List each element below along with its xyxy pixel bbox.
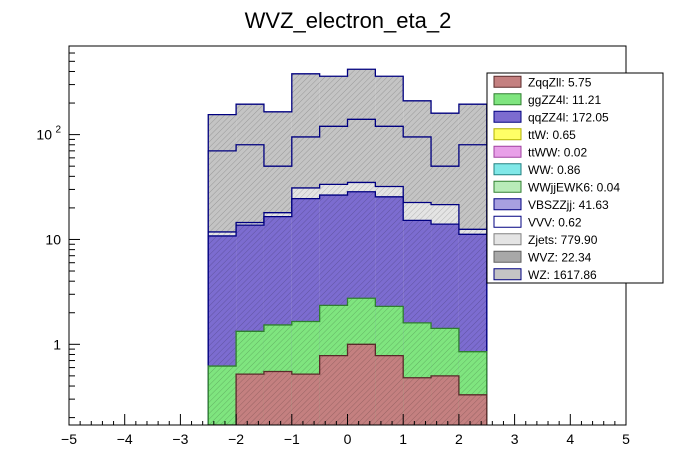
legend-swatch bbox=[493, 163, 522, 176]
legend-swatch bbox=[493, 215, 522, 228]
legend-swatch bbox=[493, 145, 522, 158]
x-tick-label: 4 bbox=[566, 431, 574, 447]
x-axis: −5 −4 −3 −2 −1 0 1 2 3 4 5 bbox=[61, 414, 630, 447]
legend-label: WVZ: 22.34 bbox=[528, 250, 592, 264]
legend-entry: WW: 0.86 bbox=[493, 163, 581, 177]
histogram-stack bbox=[207, 68, 488, 425]
legend-entry: WWjjEWK6: 0.04 bbox=[493, 180, 620, 194]
series-zqqzll bbox=[208, 343, 488, 425]
y-tick-exponent: 2 bbox=[55, 125, 61, 136]
legend-label: WW: 0.86 bbox=[528, 163, 581, 177]
bar-hatch bbox=[208, 366, 237, 425]
chart-title: WVZ_electron_eta_2 bbox=[245, 8, 452, 33]
legend-label: qqZZ4l: 172.05 bbox=[528, 110, 609, 124]
bar-hatch bbox=[236, 374, 264, 425]
legend-swatch bbox=[493, 75, 522, 88]
series-outline bbox=[207, 181, 488, 425]
x-tick-label: −3 bbox=[172, 431, 188, 447]
legend-entry: qqZZ4l: 172.05 bbox=[493, 110, 609, 124]
legend-label: WWjjEWK6: 0.04 bbox=[528, 180, 620, 194]
legend-swatch bbox=[493, 93, 522, 106]
legend-label: VVV: 0.62 bbox=[528, 215, 582, 229]
legend-entry: Zjets: 779.90 bbox=[493, 233, 598, 247]
x-tick-label: 2 bbox=[455, 431, 463, 447]
bar-hatch bbox=[263, 371, 292, 425]
bar-hatch bbox=[319, 355, 348, 425]
legend-swatch bbox=[493, 268, 522, 281]
legend-swatch bbox=[493, 198, 522, 211]
y-tick-label: 10 bbox=[45, 231, 61, 247]
legend-entry: ggZZ4l: 11.21 bbox=[493, 93, 601, 107]
legend-swatch bbox=[493, 233, 522, 246]
series-outline bbox=[207, 68, 488, 425]
legend-entry: WZ: 1617.86 bbox=[493, 268, 597, 282]
legend-entry: ZqqZll: 5.75 bbox=[493, 75, 592, 89]
y-tick-label: 1 bbox=[53, 336, 61, 352]
legend-label: ttWW: 0.02 bbox=[528, 145, 587, 159]
legend-label: WZ: 1617.86 bbox=[528, 268, 597, 282]
x-tick-label: 3 bbox=[511, 431, 519, 447]
legend: ZqqZll: 5.75 ggZZ4l: 11.21 qqZZ4l: 172.05 t… bbox=[486, 72, 664, 284]
bar-hatch bbox=[403, 377, 432, 425]
legend-entry: WVZ: 22.34 bbox=[493, 250, 592, 264]
x-tick-label: −1 bbox=[284, 431, 300, 447]
legend-entry: ttW: 0.65 bbox=[493, 128, 576, 142]
x-tick-label: 1 bbox=[399, 431, 407, 447]
legend-label: VBSZZjj: 41.63 bbox=[528, 198, 609, 212]
series-outline bbox=[207, 118, 488, 425]
legend-entry: VBSZZjj: 41.63 bbox=[493, 198, 609, 212]
legend-swatch bbox=[493, 110, 522, 123]
legend-swatch bbox=[493, 128, 522, 141]
series-outline bbox=[208, 343, 488, 425]
series-outline bbox=[207, 297, 488, 425]
legend-label: ttW: 0.65 bbox=[528, 128, 576, 142]
x-tick-label: 5 bbox=[622, 431, 630, 447]
x-tick-label: 0 bbox=[344, 431, 352, 447]
bar-hatch bbox=[291, 374, 320, 425]
legend-swatch bbox=[493, 250, 522, 263]
x-tick-label: −2 bbox=[228, 431, 244, 447]
legend-label: Zjets: 779.90 bbox=[528, 233, 598, 247]
legend-entry: VVV: 0.62 bbox=[493, 215, 582, 229]
legend-swatch bbox=[493, 180, 522, 193]
bar-hatch bbox=[458, 394, 487, 425]
legend-box bbox=[486, 72, 664, 284]
bar-hatch bbox=[431, 375, 459, 425]
x-tick-label: −5 bbox=[61, 431, 77, 447]
series-outline bbox=[207, 191, 488, 425]
legend-label: ggZZ4l: 11.21 bbox=[528, 93, 601, 107]
y-tick-label: 10 bbox=[36, 127, 52, 143]
x-tick-label: −4 bbox=[117, 431, 133, 447]
legend-label: ZqqZll: 5.75 bbox=[528, 75, 592, 89]
bar-hatch bbox=[375, 355, 404, 425]
bar-hatch bbox=[347, 344, 376, 425]
legend-entry: ttWW: 0.02 bbox=[493, 145, 587, 159]
